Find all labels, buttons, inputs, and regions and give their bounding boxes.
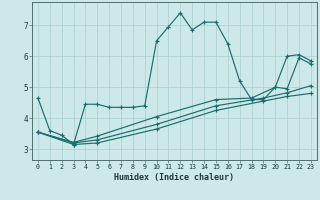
X-axis label: Humidex (Indice chaleur): Humidex (Indice chaleur) xyxy=(115,173,234,182)
